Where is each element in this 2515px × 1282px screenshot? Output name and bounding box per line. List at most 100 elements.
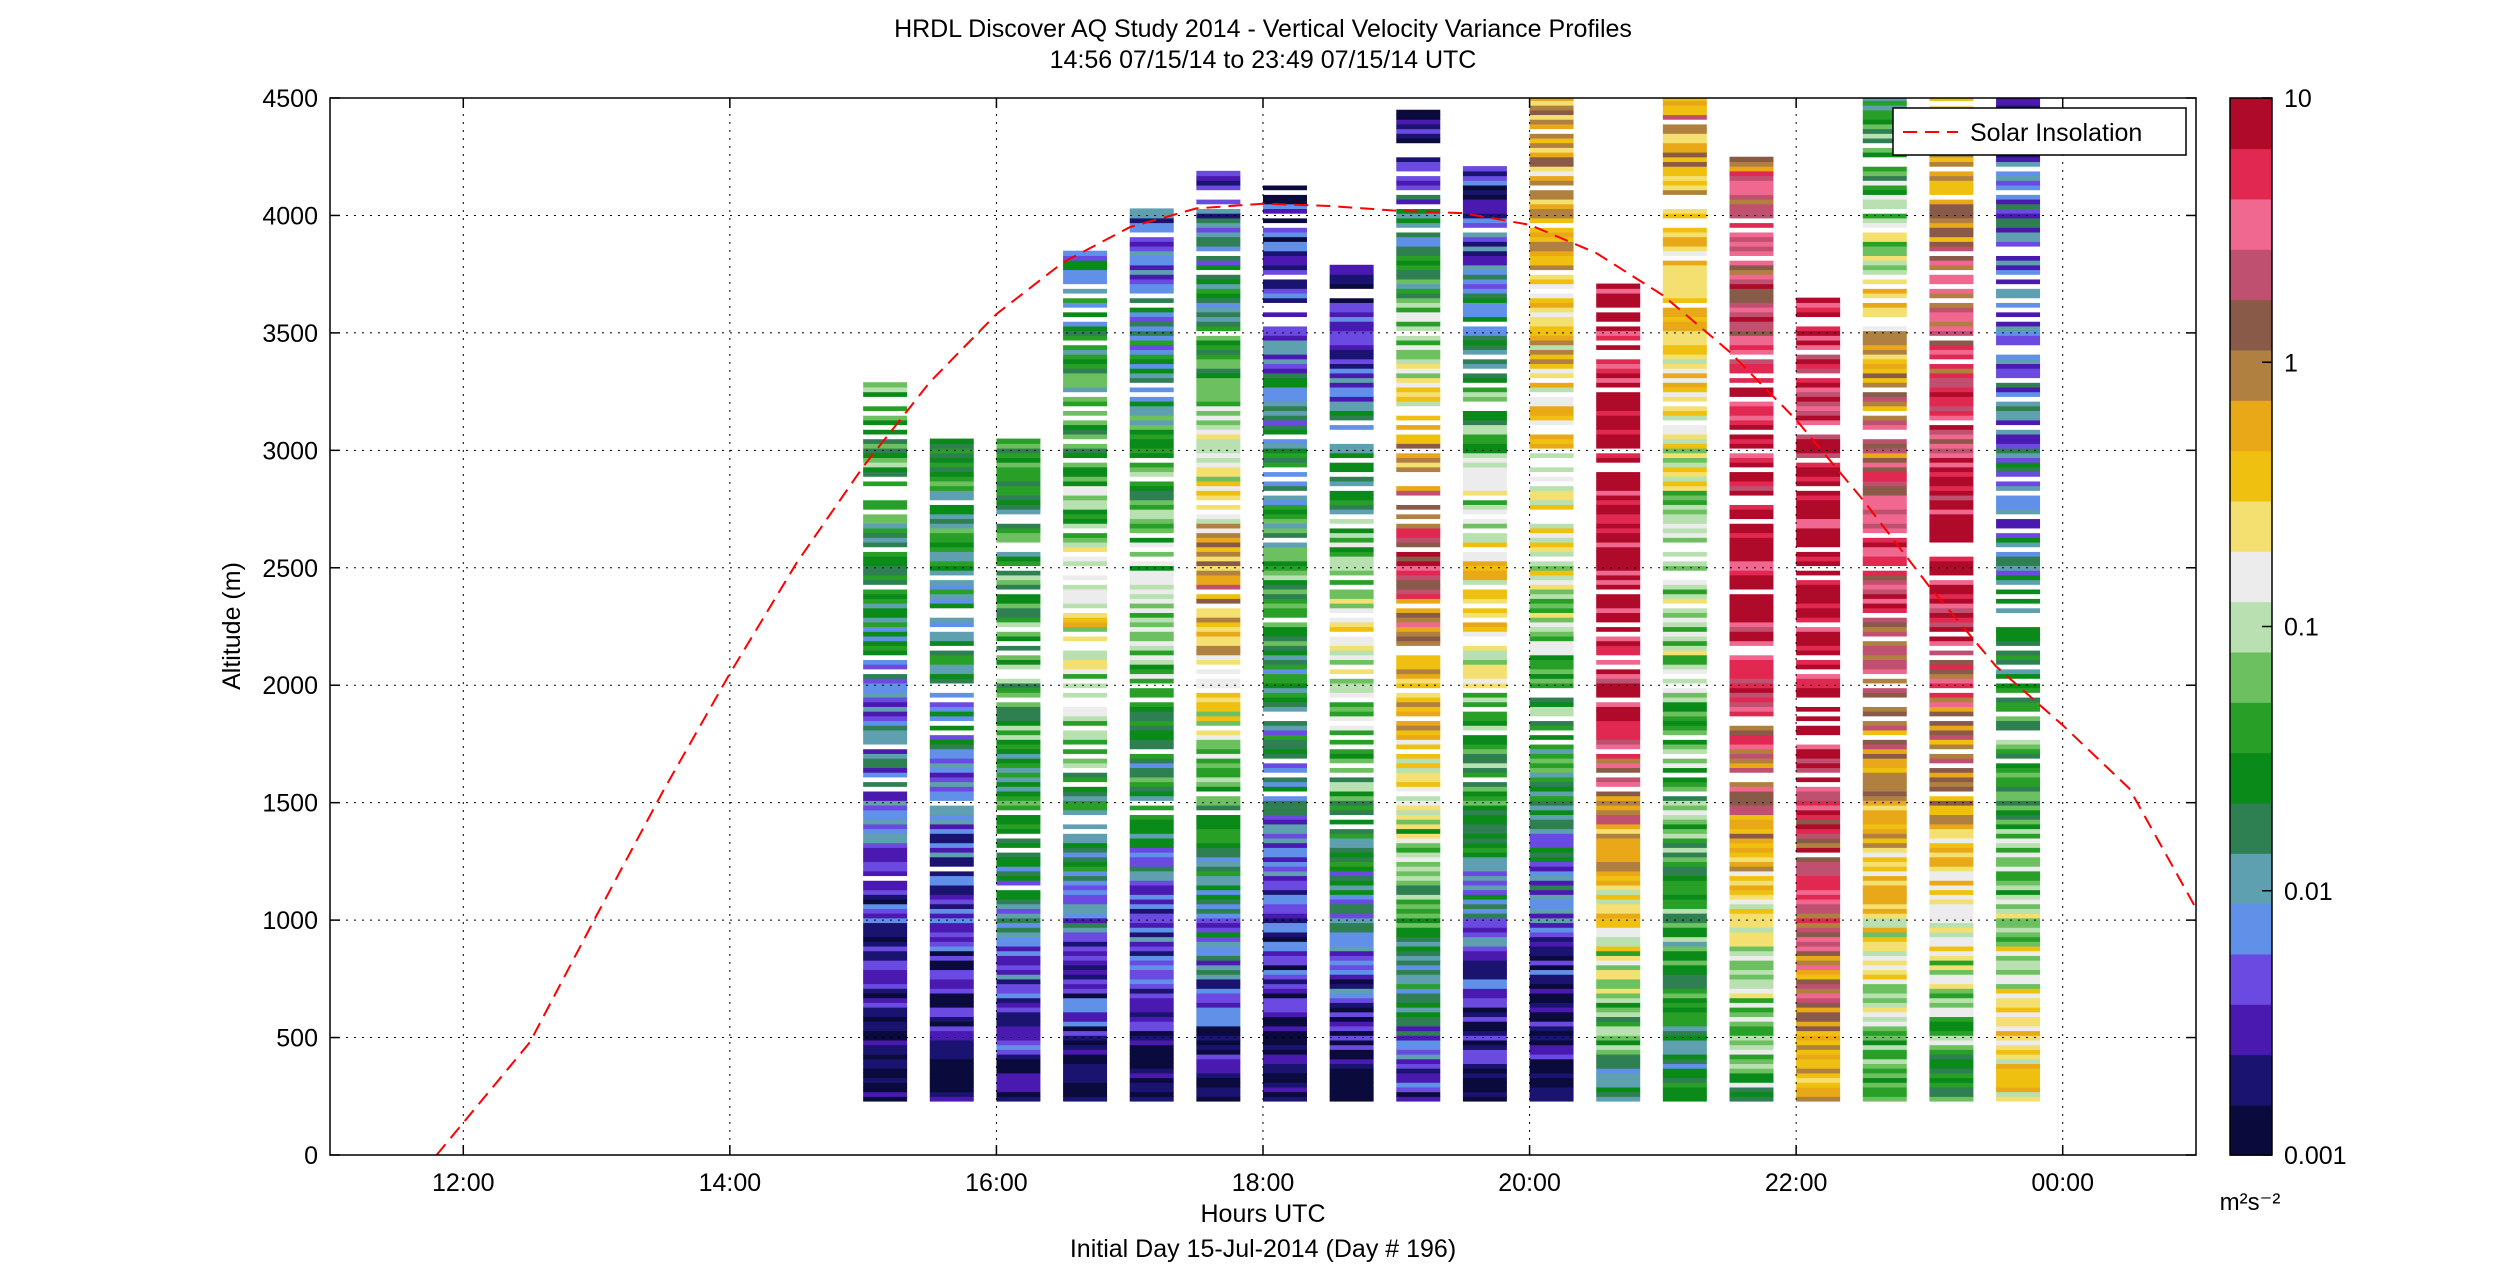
profile-cell [1063, 974, 1108, 980]
profile-cell [1796, 410, 1841, 416]
profile-cell [1329, 903, 1374, 909]
profile-cell [1329, 513, 1374, 520]
profile-cell [1796, 776, 1841, 783]
profile-cell [1329, 1021, 1374, 1027]
profile-cell [929, 753, 974, 759]
profile-cell [1996, 424, 2041, 430]
profile-cell [996, 452, 1041, 458]
profile-cell [1462, 283, 1507, 289]
profile-cell [863, 837, 908, 844]
profile-cell [1796, 401, 1841, 407]
profile-cell [1263, 316, 1307, 322]
profile-cell [996, 758, 1041, 764]
profile-cell [1596, 748, 1641, 754]
profile-cell [1063, 574, 1108, 581]
colorbar-segment [2230, 953, 2272, 1005]
profile-cell [1396, 405, 1441, 412]
profile-cell [1263, 217, 1307, 224]
profile-cell [1729, 673, 1774, 679]
profile-cell [1796, 922, 1841, 928]
profile-cell [1196, 701, 1241, 707]
profile-cell [1996, 1053, 2041, 1060]
profile-cell [1529, 997, 1574, 1003]
profile-cell [1796, 480, 1841, 487]
profile-cell [1996, 847, 2041, 853]
profile-cell [1329, 908, 1374, 914]
profile-cell [996, 945, 1041, 952]
profile-cell [1396, 1063, 1441, 1069]
profile-cell [1263, 447, 1307, 454]
profile-cell [1462, 1086, 1507, 1093]
profile-cell [1329, 776, 1374, 783]
profile-cell [996, 851, 1041, 858]
profile-cell [863, 823, 908, 830]
profile-cell [1862, 837, 1907, 844]
profile-cell [1862, 988, 1907, 994]
profile-cell [1396, 814, 1441, 820]
profile-cell [1263, 297, 1307, 303]
profile-cell [863, 805, 908, 811]
profile-cell [1396, 856, 1441, 862]
profile-cell [1063, 1091, 1108, 1097]
profile-cell [863, 546, 908, 552]
profile-cell [1596, 541, 1641, 548]
profile-cell [1263, 372, 1307, 379]
profile-cell [1396, 861, 1441, 867]
profile-cell [1796, 593, 1841, 599]
profile-cell [1196, 729, 1241, 736]
profile-cell [1529, 927, 1574, 933]
profile-cell [1263, 598, 1307, 604]
profile-cell [1796, 866, 1841, 872]
profile-cell [1996, 1044, 2041, 1050]
profile-cell [1862, 612, 1907, 618]
profile-cell [1929, 316, 1974, 322]
profile-cell [1996, 607, 2041, 614]
profile-cell [1196, 1039, 1241, 1046]
profile-cell [1662, 842, 1707, 848]
profile-cell [1396, 734, 1441, 740]
profile-cell [1862, 1091, 1907, 1097]
profile-cell [996, 607, 1041, 614]
profile-cell [1263, 922, 1307, 928]
profile-cell [1462, 908, 1507, 914]
profile-cell [1796, 311, 1841, 318]
profile-cell [1662, 645, 1707, 651]
profile-cell [1263, 471, 1307, 477]
profile-cell [1263, 325, 1307, 332]
profile-cell [996, 701, 1041, 707]
profile-cell [1529, 344, 1574, 350]
profile-cell [1862, 227, 1907, 233]
profile-cell [1729, 316, 1774, 322]
profile-cell [1662, 725, 1707, 731]
profile-cell [1862, 640, 1907, 646]
profile-cell [1462, 603, 1507, 609]
profile-cell [1263, 1007, 1307, 1013]
profile-cell [1329, 415, 1374, 421]
profile-cell [1462, 166, 1507, 172]
profile-cell [1662, 687, 1707, 693]
profile-cell [1662, 401, 1707, 407]
profile-cell [1662, 974, 1707, 980]
profile-cell [1462, 363, 1507, 369]
profile-cell [1929, 231, 1974, 238]
profile-cell [1196, 805, 1241, 811]
profile-cell [1396, 758, 1441, 764]
profile-cell [1796, 1096, 1841, 1102]
profile-cell [929, 786, 974, 792]
profile-cell [1263, 180, 1307, 186]
profile-cell [1462, 227, 1507, 233]
profile-cell [1662, 147, 1707, 153]
profile-cell [1662, 734, 1707, 740]
profile-cell [1063, 410, 1108, 416]
profile-cell [1729, 1011, 1774, 1018]
profile-cell [1129, 776, 1174, 783]
profile-cell [1862, 800, 1907, 806]
profile-cell [1063, 494, 1108, 501]
profile-cell [1462, 250, 1507, 256]
profile-cell [1862, 1044, 1907, 1050]
profile-cell [1796, 861, 1841, 867]
profile-cell [1129, 659, 1174, 665]
profile-cell [863, 682, 908, 689]
profile-cell [1929, 720, 1974, 726]
profile-cell [1529, 565, 1574, 571]
